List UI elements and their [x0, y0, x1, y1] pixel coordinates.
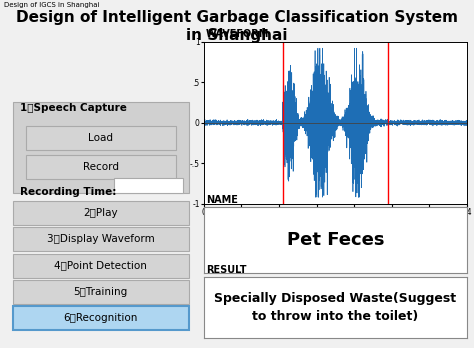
Text: Load: Load — [88, 133, 113, 143]
Text: Record: Record — [83, 162, 118, 172]
FancyBboxPatch shape — [13, 201, 189, 225]
FancyBboxPatch shape — [13, 253, 189, 278]
Text: Design of IGCS in Shanghai: Design of IGCS in Shanghai — [4, 2, 99, 8]
Text: 4、Point Detection: 4、Point Detection — [55, 261, 147, 270]
FancyBboxPatch shape — [13, 306, 189, 330]
Text: WAVEFORM: WAVEFORM — [206, 29, 270, 39]
Text: 6、Recognition: 6、Recognition — [64, 313, 138, 323]
FancyBboxPatch shape — [26, 155, 175, 179]
Text: RESULT: RESULT — [206, 265, 246, 275]
Text: NAME: NAME — [206, 195, 238, 205]
Text: 5、Training: 5、Training — [73, 287, 128, 297]
FancyBboxPatch shape — [13, 227, 189, 251]
Text: 2、Play: 2、Play — [83, 208, 118, 218]
Text: Pet Feces: Pet Feces — [287, 231, 384, 249]
Text: Recording Time:: Recording Time: — [20, 188, 117, 197]
FancyBboxPatch shape — [13, 280, 189, 304]
Text: Design of Intelligent Garbage Classification System
in Shanghai: Design of Intelligent Garbage Classifica… — [16, 10, 458, 43]
Text: Specially Disposed Waste(Suggest
to throw into the toilet): Specially Disposed Waste(Suggest to thro… — [214, 292, 456, 323]
Text: 3、Display Waveform: 3、Display Waveform — [47, 234, 155, 244]
FancyBboxPatch shape — [114, 178, 183, 193]
FancyBboxPatch shape — [26, 126, 175, 150]
FancyBboxPatch shape — [13, 102, 189, 193]
Text: 1、Speech Capture: 1、Speech Capture — [20, 103, 127, 113]
